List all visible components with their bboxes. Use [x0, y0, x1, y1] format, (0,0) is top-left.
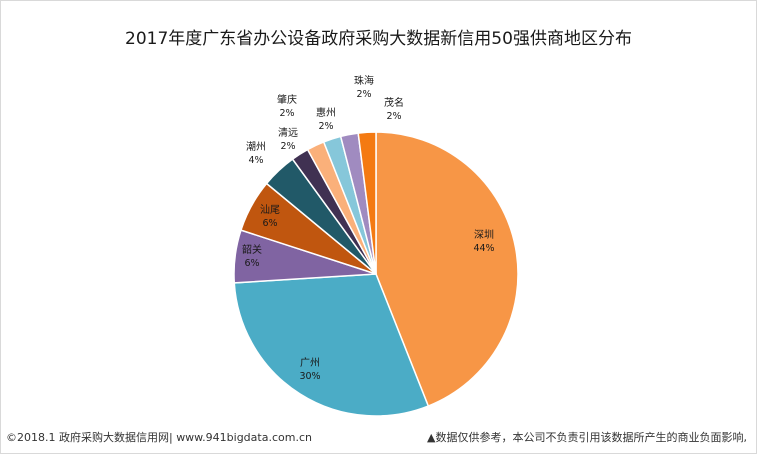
slice-label-9: 茂名	[384, 96, 404, 109]
slice-label-6: 肇庆	[277, 93, 297, 106]
footer-copyright: ©2018.1 政府采购大数据信用网| www.941bigdata.com.c…	[6, 431, 312, 444]
slice-label-3: 汕尾	[260, 204, 280, 216]
slice-pct-2: 6%	[244, 258, 259, 269]
slice-label-2: 韶关	[242, 243, 262, 256]
pie-slice-0	[375, 131, 519, 408]
slice-pct-3: 6%	[262, 218, 277, 229]
slice-label-4: 潮州	[246, 140, 266, 153]
footer-disclaimer: ▲数据仅供参考，本公司不负责引用该数据所产生的商业负面影响,	[427, 431, 747, 444]
slice-pct-7: 2%	[318, 121, 333, 132]
slice-label-8: 珠海	[354, 74, 374, 87]
slice-pct-8: 2%	[356, 89, 371, 100]
pie-slice-9	[357, 131, 377, 275]
slice-label-0: 深圳	[474, 229, 494, 241]
slice-pct-4: 4%	[248, 155, 263, 166]
slice-pct-6: 2%	[279, 108, 294, 119]
pie-slice-1	[233, 273, 430, 417]
slice-label-5: 清远	[278, 126, 298, 139]
slice-label-7: 惠州	[316, 106, 336, 119]
slice-pct-0: 44%	[473, 243, 494, 254]
slice-label-1: 广州	[300, 357, 320, 369]
chart-title: 2017年度广东省办公设备政府采购大数据新信用50强供商地区分布	[125, 29, 632, 49]
slice-pct-1: 30%	[299, 371, 320, 382]
slice-pct-5: 2%	[280, 141, 295, 152]
slice-pct-9: 2%	[386, 111, 401, 122]
